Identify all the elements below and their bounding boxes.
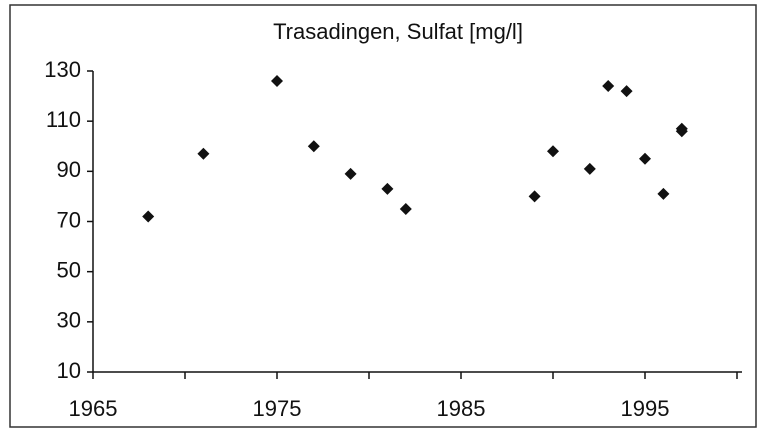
x-tick-label: 1965 bbox=[69, 396, 118, 421]
point bbox=[657, 187, 670, 200]
x-tick-label: 1975 bbox=[253, 396, 302, 421]
point bbox=[142, 210, 155, 223]
y-tick-label: 70 bbox=[57, 207, 81, 232]
point bbox=[197, 147, 210, 160]
point bbox=[602, 80, 615, 93]
y-tick-label: 10 bbox=[57, 358, 81, 383]
point bbox=[381, 182, 394, 195]
chart-frame bbox=[9, 4, 757, 428]
point bbox=[399, 202, 412, 215]
x-tick-label: 1995 bbox=[621, 396, 670, 421]
y-tick-label: 130 bbox=[44, 57, 81, 82]
point bbox=[547, 145, 559, 158]
point bbox=[307, 140, 320, 153]
y-tick-label: 30 bbox=[57, 308, 81, 333]
y-tick-label: 90 bbox=[57, 157, 81, 182]
x-tick-label: 1985 bbox=[437, 396, 486, 421]
point bbox=[583, 162, 596, 175]
point bbox=[528, 190, 541, 203]
y-tick-label: 110 bbox=[46, 107, 81, 132]
y-tick-label: 50 bbox=[57, 257, 81, 282]
chart-title: Trasadingen, Sulfat [mg/l] bbox=[273, 19, 523, 44]
point bbox=[620, 85, 633, 98]
point bbox=[344, 167, 357, 180]
point bbox=[675, 125, 688, 138]
point bbox=[271, 75, 283, 88]
point bbox=[639, 152, 651, 165]
